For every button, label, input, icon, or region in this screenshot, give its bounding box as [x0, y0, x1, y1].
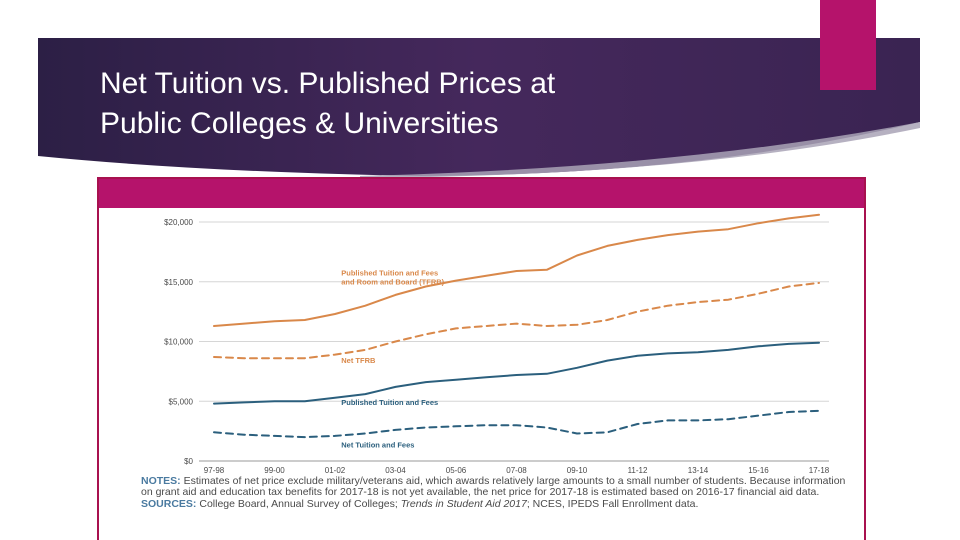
- grid-lines: [199, 221, 829, 462]
- sources-text-1: College Board, Annual Survey of Colleges…: [196, 498, 401, 511]
- series-line-1: [213, 281, 820, 360]
- sources-italic: Trends in Student Aid 2017: [400, 498, 527, 511]
- series-label-2: Published Tuition and Fees: [341, 398, 438, 407]
- x-tick-label: 03-04: [385, 466, 406, 475]
- series-line-2: [213, 341, 820, 405]
- sources-paragraph: SOURCES: College Board, Annual Survey of…: [141, 499, 851, 510]
- notes-label: NOTES:: [141, 475, 181, 487]
- series-line-0: [213, 213, 820, 327]
- x-tick-label: 17-18: [809, 466, 830, 475]
- x-tick-label: 13-14: [688, 466, 709, 475]
- x-tick-label: 11-12: [628, 466, 648, 475]
- x-tick-label: 07-08: [506, 466, 527, 475]
- series-label-3: Net Tuition and Fees: [341, 441, 414, 450]
- y-axis-tick-labels: $0 $5,000 $10,000 $15,000 $20,000: [164, 218, 193, 466]
- series-label-1: Net TFRB: [341, 356, 376, 365]
- y-tick-label: $5,000: [169, 397, 194, 406]
- sources-label: SOURCES:: [141, 498, 197, 511]
- y-tick-label: $10,000: [164, 338, 193, 347]
- series-label-0: Published Tuition and Fees: [341, 269, 438, 278]
- notes-text: Estimates of net price exclude military/…: [141, 475, 846, 499]
- accent-square: [820, 0, 876, 90]
- series-lines: [213, 213, 820, 439]
- title-banner: [38, 38, 920, 178]
- x-tick-label: 97-98: [204, 466, 225, 475]
- banner-shape: [38, 38, 920, 176]
- x-axis-tick-labels: 97-98 99-00 01-02 03-04 05-06 07-08 09-10 11-12…: [204, 466, 830, 475]
- notes-block: NOTES: Estimates of net price exclude mi…: [141, 475, 851, 512]
- x-tick-label: 09-10: [567, 466, 588, 475]
- y-tick-label: $15,000: [164, 278, 193, 287]
- x-tick-label: 15-16: [748, 466, 769, 475]
- x-tick-label: 01-02: [325, 466, 346, 475]
- series-label-0: and Room and Board (TFRB): [341, 278, 444, 287]
- line-chart: $0 $5,000 $10,000 $15,000 $20,000 97-98 99-00…: [164, 213, 830, 475]
- chart-figure: $0 $5,000 $10,000 $15,000 $20,000 97-98 99-00…: [97, 177, 866, 540]
- notes-paragraph: NOTES: Estimates of net price exclude mi…: [141, 475, 851, 499]
- figure-header-band: [99, 179, 864, 208]
- x-tick-label: 05-06: [446, 466, 467, 475]
- y-tick-label: $20,000: [164, 218, 193, 227]
- y-tick-label: $0: [184, 457, 193, 466]
- series-line-3: [213, 409, 820, 439]
- sources-text-2: ; NCES, IPEDS Fall Enrollment data.: [526, 498, 699, 511]
- x-tick-label: 99-00: [264, 466, 285, 475]
- slide-title: Net Tuition vs. Published Prices at Publ…: [100, 67, 556, 140]
